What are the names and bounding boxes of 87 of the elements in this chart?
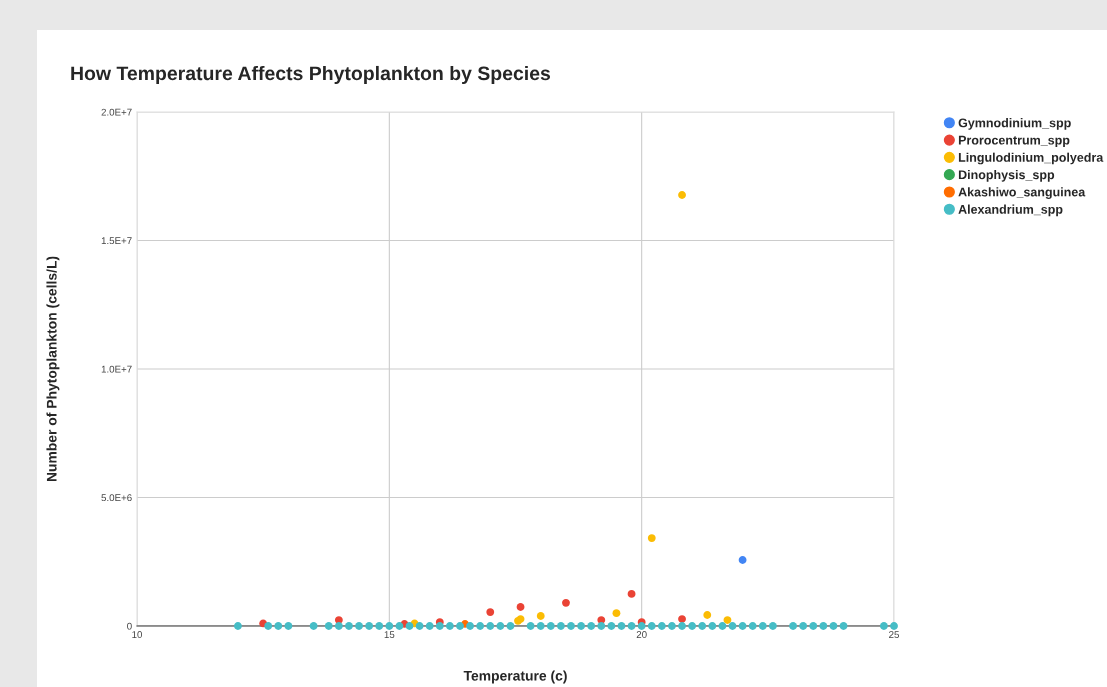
point bbox=[703, 611, 712, 619]
point bbox=[607, 622, 616, 630]
point bbox=[496, 622, 505, 630]
point bbox=[738, 622, 747, 630]
point bbox=[678, 191, 686, 199]
legend-label: Akashiwo_sanguinea bbox=[958, 187, 1086, 199]
y-tick-label: 1.5E+7 bbox=[101, 237, 132, 245]
point bbox=[829, 622, 838, 630]
point bbox=[567, 622, 575, 630]
legend-label: Alexandrium_spp bbox=[958, 204, 1063, 217]
point bbox=[355, 622, 363, 630]
y-tick-label: 0 bbox=[127, 622, 132, 630]
point bbox=[234, 622, 242, 630]
y-axis-title: Number of Phytoplankton (cells/L) bbox=[46, 256, 60, 482]
legend-label: Lingulodinium_polyedra bbox=[958, 152, 1104, 165]
point bbox=[718, 622, 727, 630]
point bbox=[385, 622, 394, 630]
y-tick-label: 5.0E+6 bbox=[101, 494, 132, 502]
point bbox=[284, 622, 293, 630]
point bbox=[365, 622, 374, 630]
point bbox=[435, 622, 444, 630]
point bbox=[627, 622, 636, 630]
point bbox=[415, 622, 424, 630]
point bbox=[309, 622, 318, 630]
x-tick-label: 10 bbox=[132, 631, 143, 638]
legend-label: Gymnodinium_spp bbox=[958, 118, 1071, 130]
point bbox=[476, 622, 485, 630]
point bbox=[890, 622, 898, 630]
point bbox=[698, 622, 707, 630]
x-tick-label: 20 bbox=[636, 631, 647, 638]
point bbox=[264, 622, 273, 630]
point bbox=[405, 622, 414, 630]
point bbox=[612, 609, 621, 618]
point bbox=[506, 622, 515, 630]
point bbox=[526, 622, 535, 630]
legend-label: Prorocentrum_spp bbox=[958, 135, 1070, 148]
x-tick-label: 15 bbox=[384, 631, 395, 638]
point bbox=[577, 622, 586, 630]
point bbox=[637, 622, 646, 630]
point bbox=[617, 622, 626, 630]
point bbox=[627, 589, 636, 598]
point bbox=[562, 598, 570, 607]
point bbox=[678, 622, 686, 630]
point bbox=[334, 622, 343, 630]
point bbox=[657, 622, 666, 630]
point bbox=[728, 622, 737, 630]
point bbox=[324, 622, 333, 630]
point bbox=[809, 622, 818, 630]
point bbox=[375, 622, 384, 630]
point bbox=[688, 622, 697, 630]
chart-title: How Temperature Affects Phytoplankton by Species bbox=[71, 65, 551, 85]
point bbox=[425, 622, 434, 630]
point bbox=[486, 608, 495, 617]
point bbox=[723, 616, 732, 625]
x-axis-title: Temperature (c) bbox=[463, 670, 567, 684]
point bbox=[546, 622, 555, 630]
point bbox=[556, 622, 565, 630]
point bbox=[768, 622, 777, 630]
point bbox=[879, 622, 888, 630]
point bbox=[647, 622, 656, 630]
point bbox=[647, 534, 656, 543]
point bbox=[274, 622, 283, 630]
legend-label: Dinophysis_spp bbox=[958, 170, 1055, 182]
point bbox=[445, 622, 454, 630]
point bbox=[536, 612, 545, 620]
point bbox=[748, 622, 757, 630]
point bbox=[799, 622, 808, 630]
y-tick-label: 1.0E+7 bbox=[101, 365, 132, 373]
point bbox=[456, 622, 464, 630]
point bbox=[738, 556, 747, 564]
point bbox=[839, 622, 848, 630]
point bbox=[345, 622, 353, 630]
y-tick-label: 2.0E+7 bbox=[101, 108, 132, 116]
point bbox=[516, 603, 525, 611]
point bbox=[789, 622, 797, 630]
point bbox=[708, 622, 717, 630]
x-tick-label: 25 bbox=[889, 631, 899, 638]
point bbox=[587, 622, 596, 630]
point bbox=[536, 622, 545, 630]
point bbox=[668, 622, 676, 630]
point bbox=[678, 615, 686, 623]
point bbox=[758, 622, 767, 630]
point bbox=[597, 622, 606, 630]
point bbox=[486, 622, 495, 630]
point bbox=[819, 622, 828, 630]
point bbox=[466, 622, 475, 630]
point bbox=[395, 622, 404, 630]
